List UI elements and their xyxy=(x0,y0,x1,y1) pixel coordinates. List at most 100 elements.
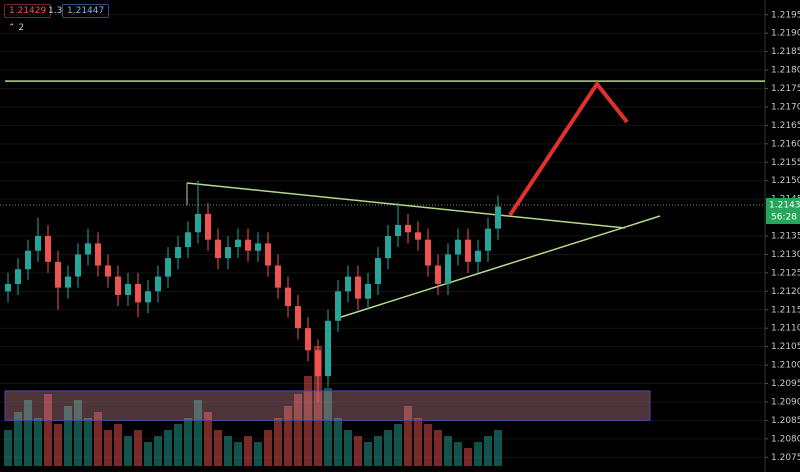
candle-body xyxy=(375,258,381,284)
candle-body xyxy=(325,320,331,377)
candle-body xyxy=(305,328,311,351)
candle-body xyxy=(135,283,141,303)
y-tick-label: 1.21500 xyxy=(771,176,800,186)
candle-body xyxy=(65,276,71,288)
forecast-arrow xyxy=(508,80,629,217)
volume-bar xyxy=(304,376,312,466)
candle-body xyxy=(115,276,121,295)
candle-body xyxy=(415,232,421,240)
zone xyxy=(4,390,651,421)
volume-bar xyxy=(354,436,362,466)
candle-body xyxy=(245,239,251,251)
volume-bar xyxy=(194,400,202,466)
volume-bar xyxy=(344,430,352,466)
volume-bar xyxy=(54,424,62,466)
y-tick-label: 1.21550 xyxy=(771,158,800,168)
volume-bar xyxy=(484,436,492,466)
volume-bar xyxy=(464,448,472,466)
candle-body xyxy=(255,243,261,251)
volume-bar xyxy=(274,418,282,466)
y-tick-label: 1.21650 xyxy=(771,121,800,131)
indicator-count: 2 xyxy=(18,23,25,33)
candle-body xyxy=(35,236,41,251)
candle-body xyxy=(485,228,491,251)
chevron: ⌃ xyxy=(8,23,19,33)
ask-box[interactable]: 1.21447 xyxy=(62,4,110,18)
drawings xyxy=(0,80,765,421)
y-tick-label: 1.20850 xyxy=(771,416,800,426)
volume-bar xyxy=(74,400,82,466)
y-tick-label: 1.21600 xyxy=(771,139,800,149)
volume-bar xyxy=(494,430,502,466)
volume-bar xyxy=(104,430,112,466)
candle-body xyxy=(455,239,461,255)
volume-bar xyxy=(14,412,22,466)
candle-body xyxy=(205,213,211,240)
y-tick-label: 1.21100 xyxy=(771,324,800,334)
volume-bar xyxy=(284,406,292,466)
candle-body xyxy=(275,265,281,288)
candle-body xyxy=(195,213,201,233)
y-tick-label: 1.21000 xyxy=(771,361,800,371)
candle-body xyxy=(85,243,91,255)
candle-body xyxy=(155,276,161,292)
volume-bar xyxy=(124,436,132,466)
volume-bar xyxy=(164,430,172,466)
volume-bar xyxy=(364,442,372,466)
y-tick-label: 1.21350 xyxy=(771,232,800,242)
volume-bar xyxy=(404,406,412,466)
volume-bar xyxy=(64,406,72,466)
candle-body xyxy=(365,283,371,299)
volume-bar xyxy=(44,394,52,466)
triangle-lower xyxy=(337,215,661,319)
volume-bar xyxy=(4,430,12,466)
candle-body xyxy=(75,254,81,277)
last-price-tag xyxy=(766,198,800,225)
volume-bar xyxy=(294,394,302,466)
volume-bar xyxy=(224,436,232,466)
y-tick-label: 1.21050 xyxy=(771,342,800,352)
volume-bar xyxy=(414,418,422,466)
volume-bar xyxy=(84,418,92,466)
volume-bar xyxy=(394,424,402,466)
candle-body xyxy=(105,265,111,277)
candle-body xyxy=(175,247,181,259)
candle-body xyxy=(95,243,101,266)
candle-body xyxy=(395,224,401,236)
volume-bar xyxy=(174,424,182,466)
volume-bar xyxy=(264,430,272,466)
triangle-upper xyxy=(186,182,626,229)
candle-body xyxy=(435,265,441,284)
bid-box[interactable]: 1.21429 xyxy=(4,4,52,18)
candle-body xyxy=(335,291,341,321)
candle-body xyxy=(55,261,61,288)
spread: 1.3 xyxy=(48,6,63,16)
volume-bar xyxy=(244,436,252,466)
volume-bar xyxy=(144,442,152,466)
volume-bar xyxy=(34,418,42,466)
y-tick-label: 1.21250 xyxy=(771,268,800,278)
y-tick-label: 1.20900 xyxy=(771,397,800,407)
volume-bar xyxy=(154,436,162,466)
candle-body xyxy=(475,250,481,262)
countdown: 56:28 xyxy=(771,213,797,223)
volume-bar xyxy=(474,442,482,466)
candle-body xyxy=(465,239,471,262)
price-axis: 1.21950 1.21900 1.21850 1.21800 1.21750 1.217… xyxy=(765,10,800,463)
volume-bar xyxy=(374,436,382,466)
candle-body xyxy=(295,306,301,329)
candle-body xyxy=(285,287,291,307)
candle-body xyxy=(5,283,11,292)
candle-body xyxy=(495,206,501,229)
volume-bar xyxy=(444,436,452,466)
y-tick-label: 1.21150 xyxy=(771,305,800,315)
volume-bar xyxy=(334,418,342,466)
volume-bar xyxy=(204,412,212,466)
y-tick-label: 1.21300 xyxy=(771,250,800,260)
last-price-label: 1.21434 xyxy=(769,201,800,211)
candle-body xyxy=(215,239,221,259)
indicator-toggle[interactable]: ⌃ 2 xyxy=(4,22,28,34)
volume-bar xyxy=(434,430,442,466)
y-tick-label: 1.20800 xyxy=(771,434,800,444)
volume-bar xyxy=(454,442,462,466)
